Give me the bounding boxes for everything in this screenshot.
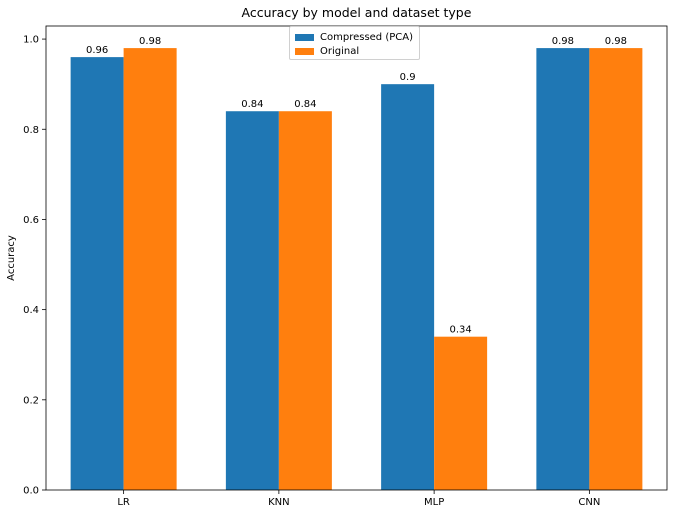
legend: Compressed (PCA) Original [289, 26, 420, 60]
bar-original-lr [123, 48, 177, 490]
legend-label-original: Original [320, 45, 360, 57]
data-label-original-lr: 0.98 [139, 36, 161, 47]
x-tick-label-mlp: MLP [424, 497, 444, 508]
bar-original-knn [278, 111, 332, 490]
y-tick-label: 0.8 [23, 125, 39, 136]
y-tick-label: 0.6 [23, 215, 39, 226]
y-axis-label: Accuracy [6, 235, 17, 281]
legend-item-compressed: Compressed (PCA) [295, 30, 413, 44]
y-tick-label: 0.4 [23, 305, 39, 316]
data-label-compressed-knn: 0.84 [241, 99, 263, 110]
bar-original-cnn [589, 48, 643, 490]
data-label-original-cnn: 0.98 [605, 36, 627, 47]
y-tick-label: 0.0 [23, 486, 39, 497]
legend-swatch-original [295, 47, 314, 55]
bar-original-mlp [434, 336, 488, 490]
x-tick-label-lr: LR [117, 497, 130, 508]
chart-title: Accuracy by model and dataset type [241, 5, 472, 20]
data-label-original-mlp: 0.34 [449, 325, 471, 336]
legend-label-compressed: Compressed (PCA) [320, 31, 413, 43]
bar-compressed-mlp [381, 84, 435, 490]
x-tick-label-cnn: CNN [578, 497, 600, 508]
x-tick-label-knn: KNN [268, 497, 290, 508]
data-label-original-knn: 0.84 [294, 99, 316, 110]
data-label-compressed-mlp: 0.9 [400, 72, 416, 83]
data-label-compressed-cnn: 0.98 [552, 36, 574, 47]
legend-swatch-compressed [295, 33, 314, 41]
y-tick-label: 1.0 [23, 35, 39, 46]
bar-compressed-knn [225, 111, 279, 490]
data-label-compressed-lr: 0.96 [86, 45, 108, 56]
legend-item-original: Original [295, 44, 359, 58]
bar-compressed-lr [70, 57, 124, 490]
y-tick-label: 0.2 [23, 395, 39, 406]
bar-compressed-cnn [536, 48, 590, 490]
